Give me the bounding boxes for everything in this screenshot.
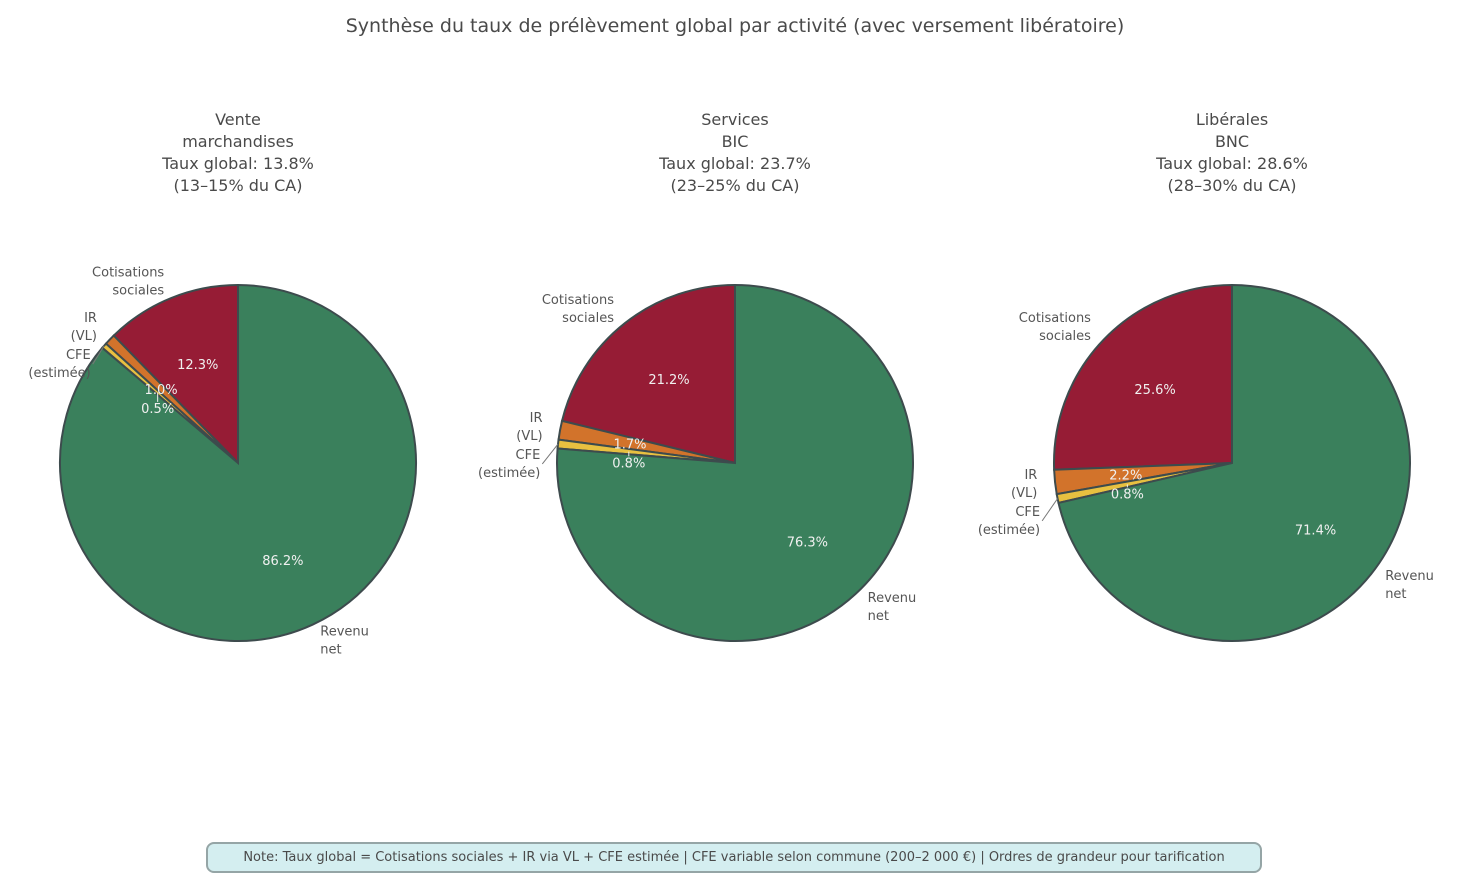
leader-lines — [1041, 484, 1128, 522]
pie-chart-0: Vente marchandises Taux global: 13.8% (13–1… — [28, 110, 417, 658]
pie-slice — [59, 283, 417, 642]
slice-value-label: 0.8% — [1111, 487, 1144, 502]
slice-value-label: 0.5% — [141, 402, 174, 417]
slice-value-label: 0.8% — [612, 456, 645, 471]
slice-value-label: 25.6% — [1134, 383, 1175, 398]
slice-category-label: Revenu net — [320, 625, 369, 658]
slice-value-label: 12.3% — [177, 358, 218, 373]
slice-category-label: CFE (estimée) — [978, 505, 1040, 538]
pie-labels: 21.2% Cotisations sociales 1.7% IR (VL) 0.8% CF… — [478, 293, 916, 624]
pie-title: Services BIC Taux global: 23.7% (23–25% du … — [658, 110, 811, 195]
slice-value-label: 21.2% — [648, 373, 689, 388]
pie-labels: 12.3% Cotisations sociales 1.0% IR (VL) 0.5% CF… — [28, 266, 368, 658]
slice-value-label: 1.0% — [145, 383, 178, 398]
pie-slice — [1057, 283, 1411, 642]
pie-title: Vente marchandises Taux global: 13.8% (13–1… — [161, 110, 314, 195]
pie-slice — [1053, 283, 1233, 471]
leader-line — [92, 345, 105, 365]
slice-value-label: 86.2% — [262, 554, 303, 569]
note-box: Note: Taux global = Cotisations sociales… — [206, 842, 1262, 873]
slice-category-label: Revenu net — [868, 591, 917, 624]
slice-value-label: 76.3% — [787, 536, 828, 551]
chart-title: Synthèse du taux de prélèvement global p… — [345, 15, 1125, 37]
slice-category-label: IR (VL) — [71, 311, 97, 344]
slice-category-label: Cotisations sociales — [92, 266, 164, 299]
slice-category-label: CFE (estimée) — [478, 448, 540, 481]
pie-slice — [556, 283, 914, 642]
slice-category-label: IR (VL) — [1011, 468, 1037, 501]
slice-category-label: Cotisations sociales — [542, 293, 614, 326]
slice-value-label: 71.4% — [1295, 524, 1336, 539]
slice-category-label: CFE (estimée) — [28, 348, 90, 381]
pie-slice — [560, 283, 736, 465]
pie-chart-2: Libérales BNC Taux global: 28.6% (28–30% du… — [978, 110, 1434, 642]
slice-value-label: 1.7% — [614, 437, 647, 452]
leader-lines — [92, 345, 159, 402]
pie-slice — [112, 283, 239, 466]
leader-line — [541, 443, 559, 465]
leader-line — [1041, 498, 1058, 522]
slice-category-label: Revenu net — [1385, 569, 1434, 602]
pie-chart-1: Services BIC Taux global: 23.7% (23–25% du … — [478, 110, 916, 642]
slice-category-label: Cotisations sociales — [1019, 311, 1091, 344]
pie-slices — [59, 283, 417, 642]
slice-value-label: 2.2% — [1109, 468, 1142, 483]
pie-title: Libérales BNC Taux global: 28.6% (28–30% du… — [1155, 110, 1308, 195]
slice-category-label: IR (VL) — [516, 411, 542, 444]
pie-slices — [1053, 283, 1411, 642]
leader-lines — [541, 443, 630, 465]
pie-labels: 25.6% Cotisations sociales 2.2% IR (VL) 0.8% CF… — [978, 311, 1434, 602]
pie-slices — [556, 283, 914, 642]
